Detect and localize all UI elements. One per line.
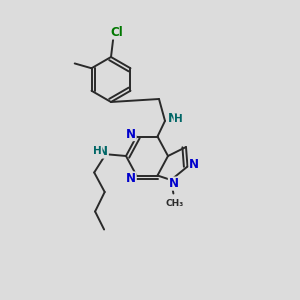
Text: N: N [167,112,178,125]
Text: Cl: Cl [110,26,123,39]
Text: H: H [93,146,102,157]
Text: CH₃: CH₃ [165,199,183,208]
Text: H: H [174,114,183,124]
Text: N: N [168,177,178,190]
Text: N: N [98,145,108,158]
Text: N: N [126,172,136,185]
Text: N: N [189,158,199,172]
Text: N: N [126,128,136,141]
